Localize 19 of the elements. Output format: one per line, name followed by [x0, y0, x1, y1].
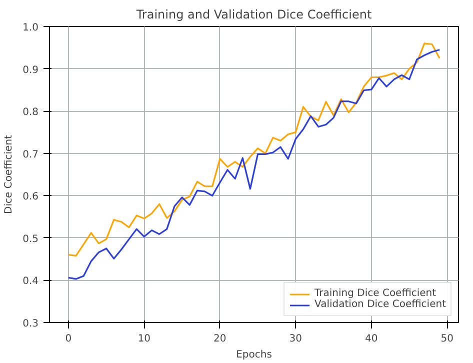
legend-label: Validation Dice Coefficient: [314, 299, 446, 310]
x-tick-label: 50: [440, 334, 454, 344]
y-tick-label: 0.8: [22, 107, 39, 118]
x-axis-title: Epochs: [236, 350, 272, 360]
x-tick-label: 40: [365, 334, 378, 344]
y-tick-label: 1.0: [22, 22, 39, 34]
y-tick-label: 0.6: [22, 192, 39, 203]
x-tick-label: 30: [289, 334, 302, 344]
y-axis-title: Dice Coefficient: [4, 134, 15, 214]
legend-label: Training Dice Coefficient: [314, 288, 436, 299]
x-tick-label: 10: [138, 334, 151, 344]
x-tick-label: 20: [214, 334, 226, 344]
x-tick-label: 0: [65, 334, 72, 344]
y-tick-label: 0.9: [22, 64, 39, 76]
y-tick-label: 0.4: [22, 276, 39, 288]
y-tick-label: 0.7: [22, 149, 39, 160]
chart-title: Training and Validation Dice Coefficient: [135, 8, 372, 22]
y-tick-label: 0.5: [22, 234, 39, 245]
y-tick-label: 0.3: [22, 318, 39, 330]
